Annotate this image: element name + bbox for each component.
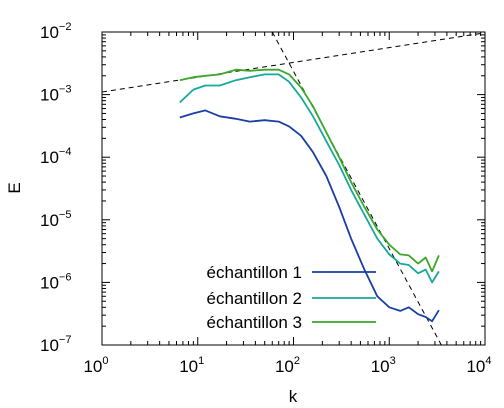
series-line-2 <box>179 73 440 284</box>
series-line-3 <box>179 68 440 273</box>
x-tick-label: 100 <box>83 355 108 376</box>
x-tick-exponent: 3 <box>390 355 396 367</box>
x-tick-exponent: 1 <box>198 355 204 367</box>
x-tick-exponent: 0 <box>102 355 108 367</box>
y-axis-label: E <box>5 182 24 193</box>
y-tick-label: 10−6 <box>40 271 71 292</box>
y-tick-base: 10 <box>40 273 59 292</box>
y-tick-label: 10−5 <box>40 209 71 230</box>
y-tick-base: 10 <box>40 211 59 230</box>
series-lines <box>179 68 440 323</box>
reference-lines <box>102 32 485 345</box>
x-tick-base: 10 <box>466 357 485 376</box>
legend-label-3: échantillon 3 <box>207 313 302 332</box>
y-tick-exponent: −3 <box>59 84 72 96</box>
x-tick-base: 10 <box>179 357 198 376</box>
y-tick-base: 10 <box>40 148 59 167</box>
x-tick-label: 103 <box>371 355 396 376</box>
y-tick-exponent: −2 <box>59 21 72 33</box>
x-axis-label: k <box>289 387 298 406</box>
y-tick-label: 10−3 <box>40 84 71 105</box>
y-tick-exponent: −4 <box>59 146 72 158</box>
legend-label-2: échantillon 2 <box>207 289 302 308</box>
y-tick-exponent: −6 <box>59 271 72 283</box>
x-tick-label: 101 <box>179 355 204 376</box>
y-tick-base: 10 <box>40 336 59 355</box>
legend-label-1: échantillon 1 <box>207 263 302 282</box>
x-tick-exponent: 2 <box>294 355 300 367</box>
x-tick-exponent: 4 <box>485 355 491 367</box>
y-tick-label: 10−2 <box>40 21 71 42</box>
x-tick-base: 10 <box>83 357 102 376</box>
y-tick-base: 10 <box>40 23 59 42</box>
x-axis: 100 101 102 103 104 <box>83 32 492 376</box>
y-tick-base: 10 <box>40 86 59 105</box>
x-tick-base: 10 <box>371 357 390 376</box>
x-tick-label: 102 <box>275 355 300 376</box>
legend: échantillon 1 échantillon 2 échantillon 3 <box>207 263 376 332</box>
x-tick-base: 10 <box>275 357 294 376</box>
y-tick-label: 10−7 <box>40 334 71 355</box>
y-tick-label: 10−4 <box>40 146 71 167</box>
y-tick-exponent: −5 <box>59 209 72 221</box>
x-tick-label: 104 <box>466 355 491 376</box>
dashed-reference-line <box>102 32 485 93</box>
series-line-1 <box>179 109 440 323</box>
y-axis: 10−710−610−510−410−310−2 <box>40 21 485 355</box>
y-tick-exponent: −7 <box>59 334 72 346</box>
